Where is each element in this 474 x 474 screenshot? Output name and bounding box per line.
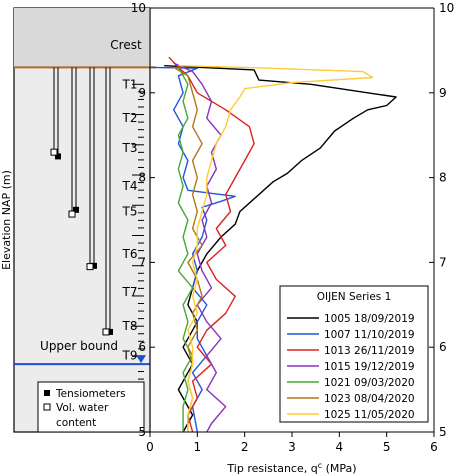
layer-label: T7: [122, 285, 138, 299]
series-layer: [149, 56, 397, 433]
instrument-legend-marker: [43, 403, 51, 411]
layer-label: T6: [122, 247, 138, 261]
layer-label: T9: [122, 349, 138, 363]
series-legend: OIJEN Series 1 1005 18/09/2019 1007 11/10…: [279, 285, 429, 423]
legend-label: 1021 09/03/2020: [324, 377, 415, 389]
x-tick-label: 3: [288, 440, 296, 454]
crest-label: Crest: [110, 38, 142, 52]
y-tick-label-right: 5: [439, 425, 447, 439]
x-tick-label: 5: [383, 440, 391, 454]
tensiometer-marker: [73, 206, 79, 213]
series-line: [168, 56, 255, 433]
legend-label: 1013 26/11/2019: [324, 345, 415, 357]
x-axis-title-unit: (MPa): [322, 462, 356, 474]
upper-bound-marker: [136, 355, 146, 364]
y-axis-title: Elevation NAP (m): [0, 170, 13, 270]
crest-fill: [14, 8, 150, 68]
legend-label: 1007 11/10/2019: [324, 329, 415, 341]
y-tick-label-left: 8: [138, 171, 146, 185]
x-axis-title-main: Tip resistance, q: [226, 462, 317, 474]
legend-box: [279, 285, 429, 423]
x-tick-label: 0: [146, 440, 154, 454]
y-tick-label-left: 5: [138, 425, 146, 439]
layer-label: T8: [122, 319, 138, 333]
layer-label: T3: [122, 141, 138, 155]
series-line: [178, 65, 374, 432]
legend-label: 1023 08/04/2020: [324, 393, 415, 405]
legend-title: OIJEN Series 1: [317, 291, 392, 303]
y-tick-label-right: 8: [439, 171, 447, 185]
y-tick-label-right: 9: [439, 86, 447, 100]
layer-label: T4: [122, 179, 138, 193]
x-axis-title-sub: c: [318, 461, 322, 470]
x-axis-title: Tip resistance, qc (MPa): [226, 461, 356, 474]
vwc-marker: [102, 328, 110, 336]
y-tick-label-right: 6: [439, 340, 447, 354]
tensiometer-marker: [55, 153, 61, 160]
embankment-body: [13, 7, 151, 433]
tensiometer-marker: [91, 262, 97, 269]
x-tick-label: 6: [430, 440, 438, 454]
tensiometer-marker: [107, 328, 113, 335]
legend-entries: 1005 18/09/2019 1007 11/10/2019 1013 26/11…: [287, 313, 415, 421]
layer-label: T1: [122, 77, 138, 91]
vwc-marker: [86, 263, 94, 271]
y-tick-label-left: 10: [131, 1, 146, 15]
y-tick-label-left: 7: [138, 255, 146, 269]
vwc-marker: [68, 210, 76, 218]
instrument-legend-label: Vol. water: [56, 402, 109, 414]
series-line: [164, 65, 397, 433]
x-tick-label: 1: [194, 440, 202, 454]
plot-area: 0 1 2 3 4 5 65 56 67 78 89 910 10: [131, 1, 455, 454]
cross-section-panel: Crest T1 T2 T3 T4 T5 T6 T7 T8 T9 Upper bound Tensio…: [13, 7, 156, 433]
axis-ticks: 0 1 2 3 4 5 65 56 67 78 89 910 10: [131, 1, 455, 454]
series-line: [177, 67, 194, 432]
instrument-legend-label-cont: content: [56, 417, 96, 429]
x-tick-label: 2: [241, 440, 249, 454]
legend-label: 1025 11/05/2020: [324, 409, 415, 421]
instrument-legend-marker: [44, 390, 50, 396]
y-tick-label-right: 7: [439, 255, 447, 269]
series-line: [149, 66, 236, 433]
legend-label: 1015 19/12/2019: [324, 361, 415, 373]
instrument-legend-label: Tensiometers: [55, 388, 126, 400]
instrument-legend-box: [37, 381, 145, 433]
upper-bound-label: Upper bound: [40, 339, 118, 353]
panel-annotations: Crest T1 T2 T3 T4 T5 T6 T7 T8 T9 Upper bound Tensio…: [14, 8, 156, 433]
legend-label: 1005 18/09/2019: [324, 313, 415, 325]
y-tick-label-right: 10: [439, 1, 454, 15]
layer-label: T5: [122, 205, 138, 219]
y-tick-label-left: 6: [138, 340, 146, 354]
layer-label: T2: [122, 111, 138, 125]
y-tick-label-left: 9: [138, 86, 146, 100]
vwc-marker: [50, 148, 58, 156]
x-tick-label: 4: [336, 440, 344, 454]
